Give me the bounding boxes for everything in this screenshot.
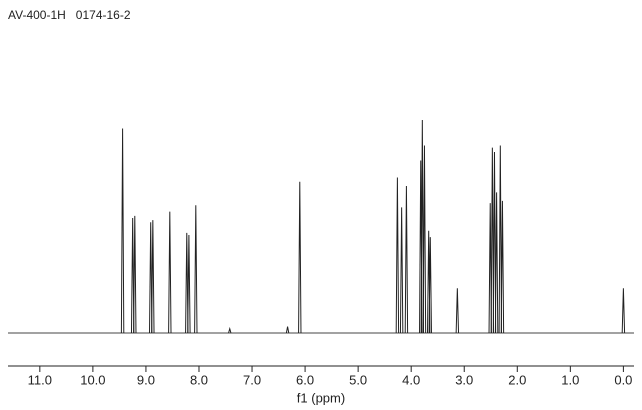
x-tick-label: 5.0 <box>349 372 367 387</box>
x-tick-label: 3.0 <box>455 372 473 387</box>
peak <box>420 119 425 334</box>
x-tick-label: 11.0 <box>28 372 52 387</box>
x-tick-label: 8.0 <box>190 372 208 387</box>
x-axis-label: f1 (ppm) <box>297 390 345 405</box>
peak <box>455 288 460 334</box>
chart-title: AV-400-1H 0174-16-2 <box>8 8 131 22</box>
peak <box>185 232 189 334</box>
peak <box>422 145 427 334</box>
x-tick-label: 2.0 <box>508 372 526 387</box>
peak <box>228 326 232 334</box>
peak <box>120 128 125 334</box>
x-tick-label: 10.0 <box>80 372 105 387</box>
peak <box>404 186 409 334</box>
peak <box>151 220 155 334</box>
peak <box>399 207 404 334</box>
x-tick-label: 7.0 <box>243 372 261 387</box>
peak <box>285 326 290 334</box>
peak <box>187 235 191 334</box>
peak <box>428 237 432 334</box>
peak <box>130 217 135 334</box>
x-tick-label: 4.0 <box>402 372 420 387</box>
peak <box>133 215 137 334</box>
peak <box>500 200 505 334</box>
peak <box>298 181 302 334</box>
x-tick-label: 0.0 <box>614 372 632 387</box>
peak <box>395 177 400 334</box>
x-tick-label: 1.0 <box>561 372 579 387</box>
peak <box>149 222 153 334</box>
peak <box>494 192 499 334</box>
x-tick-label: 6.0 <box>296 372 314 387</box>
peak <box>194 205 198 334</box>
peak <box>498 145 503 334</box>
peak <box>621 288 626 334</box>
peak <box>168 211 172 334</box>
x-tick-label: 9.0 <box>137 372 155 387</box>
peak <box>492 151 497 334</box>
peak <box>490 147 495 334</box>
